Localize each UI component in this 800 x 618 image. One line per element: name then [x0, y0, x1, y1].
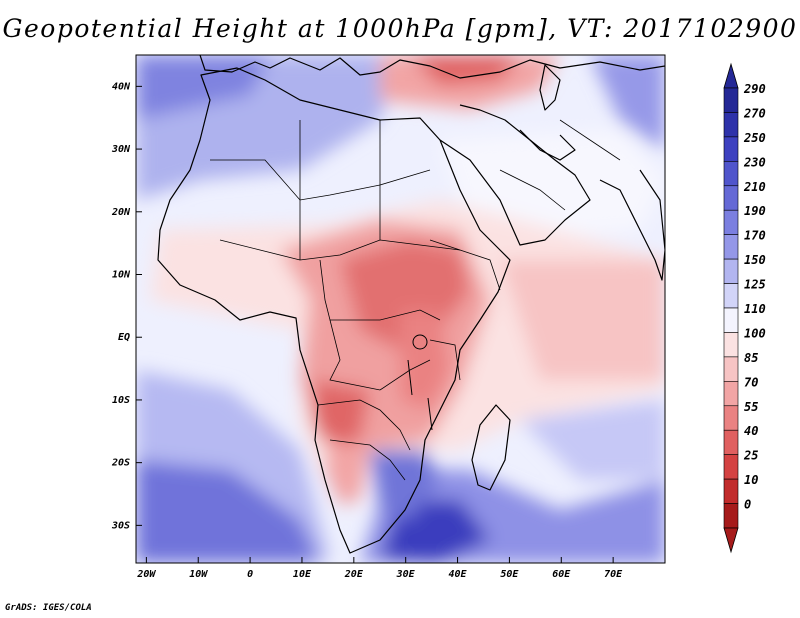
border-line [559, 119, 621, 161]
border-line [499, 169, 566, 211]
colorbar-label: 85 [744, 351, 758, 365]
colorbar-swatch [723, 112, 739, 138]
lat-tick-label: 10S [112, 395, 130, 406]
colorbar-label: 170 [744, 229, 766, 243]
border-line [219, 239, 461, 261]
colorbar-swatch [723, 503, 739, 529]
lat-tick-label: 30S [111, 520, 130, 531]
lakes [407, 334, 433, 431]
colorbar-swatch [723, 161, 739, 187]
colorbar-swatch [723, 356, 739, 382]
colorbar-label: 10 [744, 473, 758, 487]
field-pink-indian [500, 260, 665, 380]
colorbar-label: 270 [743, 106, 766, 120]
coastlines [157, 55, 665, 554]
border-line [317, 399, 411, 451]
border-line [210, 159, 431, 201]
colorbar-swatch [723, 234, 739, 260]
border-line [429, 339, 461, 381]
border-line [319, 259, 441, 321]
colorbar-swatch [723, 87, 739, 113]
colorbar-swatch [723, 381, 739, 407]
colorbar-label: 210 [743, 180, 766, 194]
lat-tick-label: 30N [111, 144, 131, 155]
lat-tick-label: 10N [112, 270, 131, 281]
plot-frame [135, 54, 666, 564]
colorbar: 2902702502302101901701501251101008570554… [723, 62, 766, 554]
field-red-kalahari [325, 440, 370, 505]
lon-tick-label: 20W [136, 569, 156, 580]
colorbar-swatch [723, 283, 739, 309]
europe-coast [199, 55, 665, 79]
colorbar-swatch [723, 405, 739, 431]
lake-malawi [427, 397, 433, 431]
lon-tick-label: 10E [293, 569, 312, 580]
lake-tanganyika [407, 359, 413, 396]
lat-tick-label: 20N [111, 207, 131, 218]
credit-text: GrADS: IGES/COLA [5, 603, 92, 613]
colorbar-label: 100 [744, 326, 766, 340]
colorbar-label: 290 [743, 82, 766, 96]
colorbar-swatch [723, 185, 739, 211]
africa-coast [157, 67, 511, 554]
lon-tick-label: 0 [247, 569, 253, 580]
lon-tick-label: 60E [552, 569, 571, 580]
colorbar-label: 150 [744, 253, 766, 267]
field-red-east-africa [400, 310, 450, 410]
colorbar-swatch [723, 136, 739, 162]
border-line [329, 439, 406, 481]
height-field [136, 55, 665, 563]
colorbar-swatch [723, 332, 739, 358]
longitude-axis: 20W 10W 0 10E 20E 30E 40E 50E 60E 70E [136, 557, 623, 580]
colorbar-label: 70 [744, 375, 758, 389]
caspian [539, 64, 561, 111]
lon-tick-label: 20E [344, 569, 364, 580]
lon-tick-label: 40E [449, 569, 468, 580]
colorbar-swatch [723, 429, 739, 455]
colorbar-label: 190 [744, 204, 766, 218]
colorbar-swatch [723, 454, 739, 480]
colorbar-label: 125 [744, 278, 766, 292]
field-red-anatolia [410, 55, 520, 85]
lat-tick-label: EQ [118, 332, 130, 343]
colorbar-swatch [723, 307, 739, 333]
field-blue-east-ocean [520, 400, 665, 480]
field-blue-sw-dark [136, 460, 320, 563]
borders [210, 119, 621, 481]
border-line [329, 319, 431, 391]
colorbar-bottom-arrow [723, 527, 739, 554]
field-white-arabia [440, 130, 665, 240]
colorbar-top-arrow [723, 62, 739, 89]
lon-tick-label: 70E [604, 569, 623, 580]
colorbar-label: 0 [744, 498, 751, 512]
india-coast [599, 169, 665, 281]
colorbar-label: 55 [744, 400, 758, 414]
arabia-coast [439, 104, 591, 246]
colorbar-swatch [723, 209, 739, 235]
lat-tick-label: 20S [111, 458, 130, 469]
field-blue-northeast [590, 55, 665, 150]
lat-tick-label: 40N [112, 81, 131, 92]
colorbar-label: 25 [743, 449, 758, 463]
colorbar-label: 230 [743, 155, 766, 169]
colorbar-label: 250 [743, 131, 766, 145]
map-title: Geopotential Height at 1000hPa [gpm], VT… [2, 14, 798, 43]
latitude-axis: 40N 30N 20N 10N EQ 10S 20S 30S [111, 81, 142, 531]
madagascar-coast [471, 404, 511, 491]
field-red-southwest [312, 380, 370, 450]
colorbar-label: 110 [744, 302, 766, 316]
lon-tick-label: 30E [396, 569, 416, 580]
lon-tick-label: 50E [500, 569, 519, 580]
colorbar-swatch [723, 478, 739, 504]
border-line [429, 239, 501, 291]
lon-tick-label: 10W [189, 569, 208, 580]
lake-victoria [412, 334, 428, 350]
colorbar-label: 40 [744, 424, 758, 438]
colorbar-swatch [723, 258, 739, 284]
persian-gulf [519, 129, 576, 161]
field-blue-north-dark [136, 55, 270, 120]
